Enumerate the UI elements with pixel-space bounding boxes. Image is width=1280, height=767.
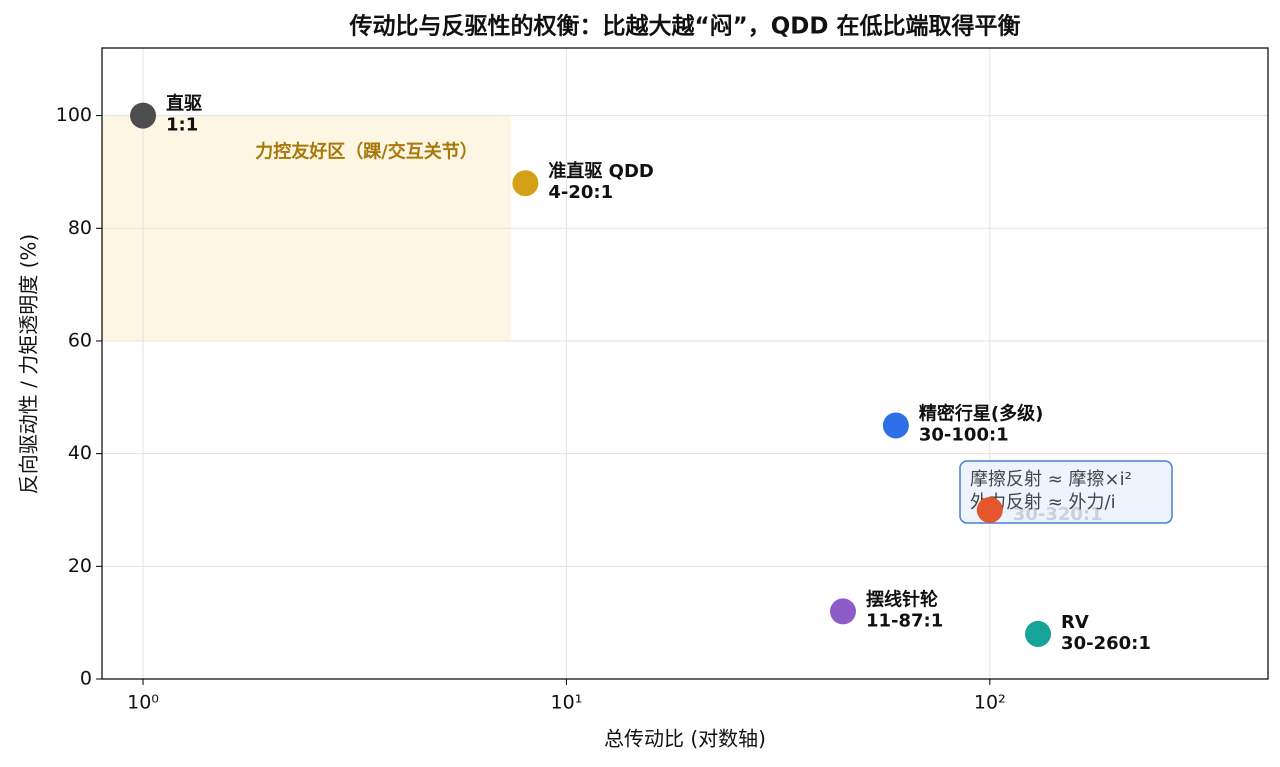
x-tick-label: 10⁰ [127, 692, 159, 714]
y-tick-label: 20 [68, 555, 92, 577]
point-label-range: 30-260:1 [1061, 633, 1151, 654]
y-tick-label: 100 [56, 104, 92, 126]
x-tick-label: 10² [974, 692, 1006, 714]
y-tick-label: 80 [68, 217, 92, 239]
point-overlay [976, 496, 1003, 523]
chart-title: 传动比与反驱性的权衡：比越大越“闷”，QDD 在低比端取得平衡 [349, 13, 1021, 40]
point-label-range: 1:1 [166, 115, 198, 136]
point-label-name: 直驱 [166, 93, 202, 115]
point [512, 170, 539, 197]
point [882, 412, 909, 439]
annotation-text: 外力反射 ≈ 外力/i [970, 492, 1116, 513]
point-label-name: RV [1061, 612, 1089, 633]
point-label-name: 准直驱 QDD [548, 160, 653, 182]
y-tick-label: 60 [68, 329, 92, 351]
y-tick-label: 40 [68, 442, 92, 464]
y-axis-label: 反向驱动性 / 力矩透明度 (%) [17, 234, 41, 494]
y-tick-label: 0 [80, 668, 92, 690]
point [1025, 620, 1052, 647]
plot-frame [101, 47, 1269, 680]
x-tick-label: 10¹ [551, 692, 583, 714]
point-label-range: 11-87:1 [866, 610, 943, 631]
annotation-text: 摩擦反射 ≈ 摩擦×i² [970, 469, 1132, 490]
point-label-name: 摆线针轮 [866, 588, 938, 610]
point [829, 598, 856, 625]
x-axis-label: 总传动比 (对数轴) [604, 727, 766, 751]
point-label-range: 30-100:1 [919, 424, 1009, 445]
point-label-name: 精密行星(多级) [919, 402, 1043, 424]
region-label: 力控友好区（踝/交互关节） [255, 141, 478, 163]
point [130, 102, 157, 129]
point-label-range: 4-20:1 [548, 182, 613, 203]
annotation-box [959, 460, 1173, 524]
